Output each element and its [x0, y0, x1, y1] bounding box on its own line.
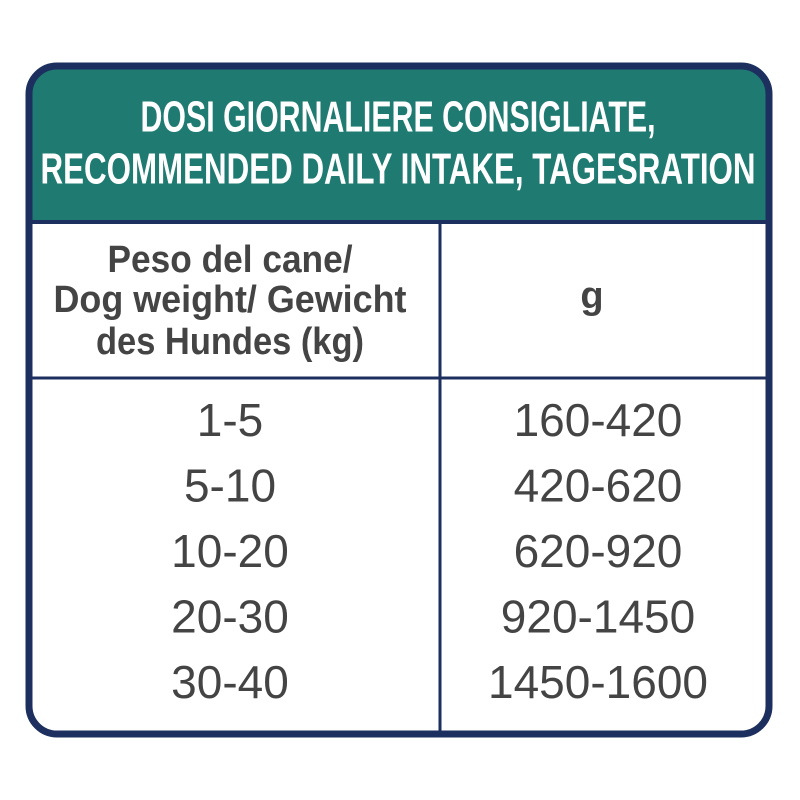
table-cell: 5-10 — [184, 460, 276, 512]
table-border — [25, 62, 773, 738]
column-header: Peso del cane/ — [108, 239, 353, 281]
table-cell: 160-420 — [514, 394, 683, 446]
column-header: des Hundes (kg) — [96, 321, 364, 363]
table-cell: 1-5 — [197, 394, 263, 446]
table-cell: 30-40 — [171, 656, 289, 708]
table-cell: 10-20 — [171, 525, 289, 577]
table-cell: 620-920 — [514, 525, 683, 577]
table-cell: 1450-1600 — [488, 656, 708, 708]
table-cell: 920-1450 — [501, 591, 695, 643]
header-title-line: DOSI GIORNALIERE CONSIGLIATE, — [141, 93, 656, 142]
table-background — [29, 66, 769, 734]
column-header: Dog weight/ Gewicht — [54, 279, 407, 321]
header-band — [29, 66, 769, 222]
header-title-line: RECOMMENDED DAILY INTAKE, TAGESRATION — [41, 145, 756, 194]
table-cell: 420-620 — [514, 460, 683, 512]
column-header: g — [580, 275, 603, 317]
table-cell: 20-30 — [171, 591, 289, 643]
table-content: DOSI GIORNALIERE CONSIGLIATE,RECOMMENDED… — [41, 93, 756, 709]
